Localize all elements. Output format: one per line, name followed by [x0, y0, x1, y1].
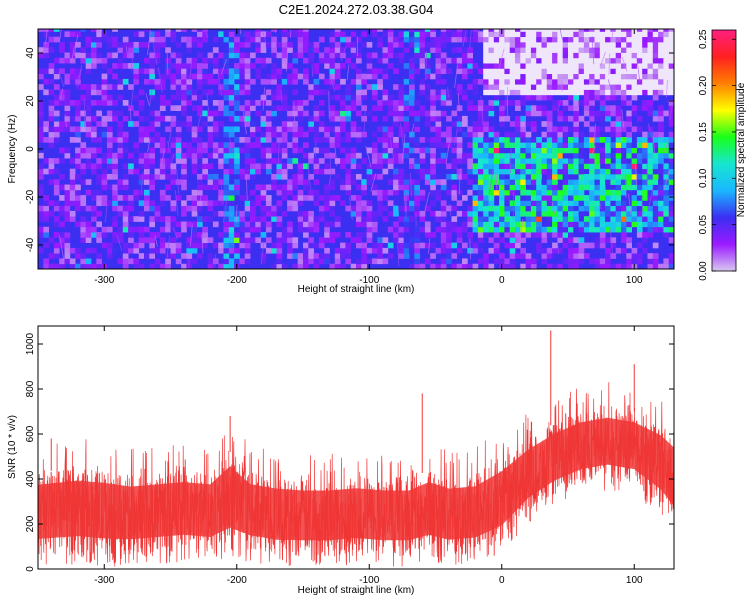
spectrogram-x-label: Height of straight line (km)	[298, 284, 415, 295]
spectrogram-y-label: Frequency (Hz)	[7, 115, 18, 184]
colorbar-tick-label: 0.05	[698, 214, 709, 234]
snr-x-tick-label: -300	[94, 575, 114, 586]
spectrogram-y-tick-label: 20	[25, 95, 36, 107]
spectrogram-x-tick-label: 0	[499, 275, 505, 286]
snr-y-ticks: 0 200 400 600 800 1000	[25, 332, 674, 572]
snr-x-ticks: -300 -200 -100 0 100	[94, 326, 643, 586]
colorbar-tick-label: 0.00	[698, 261, 709, 281]
spectrogram-x-ticks: -300 -200 -100 0 100	[94, 29, 643, 286]
snr-x-tick-label: -200	[227, 575, 247, 586]
spectrogram-y-tick-label: -40	[25, 237, 36, 252]
spectrogram-x-tick-label: 100	[626, 275, 643, 286]
snr-y-tick-label: 0	[25, 566, 36, 572]
snr-x-label: Height of straight line (km)	[298, 585, 415, 596]
colorbar-tick-label: 0.20	[698, 75, 709, 95]
colorbar-tick-label: 0.10	[698, 168, 709, 188]
colorbar-gradient	[711, 29, 737, 272]
snr-x-tick-label: 0	[499, 575, 505, 586]
spectrogram-x-tick-label: -200	[227, 275, 247, 286]
snr-frame	[37, 325, 675, 570]
spectrogram-x-tick-label: -100	[359, 275, 379, 286]
spectrogram-y-tick-label: -20	[25, 189, 36, 204]
snr-y-tick-label: 200	[25, 515, 36, 532]
spectrogram-x-tick-label: -300	[94, 275, 114, 286]
colorbar-tick-label: 0.25	[698, 29, 709, 49]
snr-x-tick-label: 100	[626, 575, 643, 586]
spectrogram-y-ticks: -40 -20 0 20 40	[25, 47, 674, 252]
snr-y-tick-label: 800	[25, 380, 36, 397]
snr-x-tick-label: -100	[359, 575, 379, 586]
spectrogram-y-tick-label: 40	[25, 47, 36, 59]
colorbar-ticks: 0.00 0.05 0.10 0.15 0.20 0.25	[698, 29, 736, 281]
snr-panel: -300 -200 -100 0 100 0 200 400 600 800 1000 Heigh…	[7, 325, 675, 596]
snr-series-core	[38, 417, 674, 541]
snr-y-tick-label: 400	[25, 470, 36, 487]
snr-y-label: SNR (10 * v/v)	[7, 415, 18, 479]
colorbar: 0.00 0.05 0.10 0.15 0.20 0.25 Normalized spec…	[698, 29, 747, 281]
snr-y-tick-label: 600	[25, 425, 36, 442]
colorbar-label: Normalized spectral amplitude	[736, 82, 747, 217]
colorbar-tick-label: 0.15	[698, 122, 709, 142]
snr-y-tick-label: 1000	[25, 332, 36, 355]
spectrogram-y-tick-label: 0	[25, 146, 36, 152]
chart-title: C2E1.2024.272.03.38.G04	[279, 2, 434, 17]
